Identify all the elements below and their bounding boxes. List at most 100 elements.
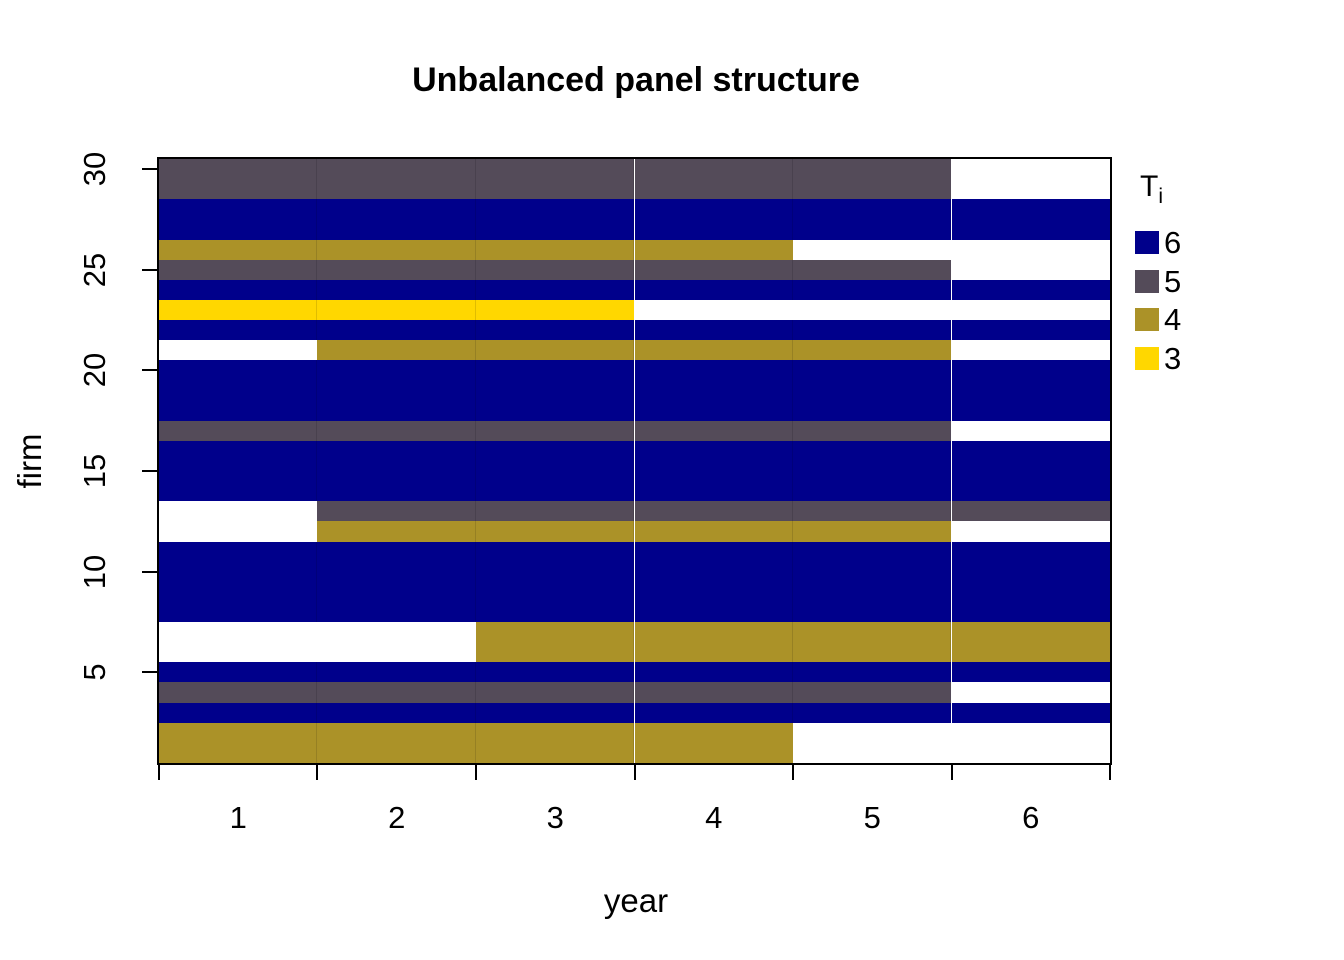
panel-cell-firm16-year1 (159, 440, 318, 461)
firm-row-18 (159, 400, 1110, 421)
panel-cell-firm27-year2 (317, 219, 476, 240)
panel-cell-firm14-year6 (951, 481, 1110, 502)
legend-label-5: 5 (1164, 263, 1182, 299)
panel-cell-firm13-year2 (317, 501, 476, 522)
panel-cell-firm5-year5 (792, 662, 952, 683)
panel-cell-firm28-year4 (634, 199, 793, 220)
panel-cell-firm28-year1 (159, 199, 318, 220)
panel-cell-firm16-year4 (634, 440, 793, 461)
panel-cell-firm3-year1 (159, 702, 318, 723)
panel-cell-firm9-year5 (792, 581, 952, 602)
firm-row-7 (159, 622, 1110, 643)
panel-cell-firm22-year1 (159, 320, 318, 341)
chart-title: Unbalanced panel structure (412, 61, 860, 99)
panel-cell-firm27-year3 (475, 219, 635, 240)
panel-cell-firm14-year3 (475, 481, 635, 502)
panel-cell-firm15-year3 (475, 461, 635, 482)
panel-cell-firm9-year3 (475, 581, 635, 602)
panel-cell-firm29-year3 (475, 179, 635, 200)
panel-cell-firm22-year3 (475, 320, 635, 341)
panel-cell-firm1-year4 (634, 742, 793, 763)
panel-cell-firm29-year2 (317, 179, 476, 200)
x-tick-mark (474, 764, 477, 780)
y-tick-mark (142, 168, 158, 171)
panel-cell-firm20-year2 (317, 360, 476, 381)
firm-row-11 (159, 541, 1110, 562)
panel-cell-firm13-year3 (475, 501, 635, 522)
panel-cell-firm27-year5 (792, 219, 952, 240)
panel-cell-firm11-year2 (317, 541, 476, 562)
y-tick-mark (142, 570, 158, 573)
panel-cell-firm10-year4 (634, 561, 793, 582)
panel-cell-firm16-year3 (475, 440, 635, 461)
panel-cell-firm16-year5 (792, 440, 952, 461)
panel-cell-firm17-year3 (475, 420, 635, 441)
panel-cell-firm28-year6 (951, 199, 1110, 220)
firm-row-22 (159, 320, 1110, 341)
panel-cell-firm7-year4 (634, 622, 793, 643)
panel-cell-firm24-year6 (951, 279, 1110, 300)
panel-cell-firm19-year6 (951, 380, 1110, 401)
firm-row-5 (159, 662, 1110, 683)
y-tick-label-25: 25 (77, 252, 112, 287)
legend-label-4: 4 (1164, 302, 1182, 337)
panel-cell-firm8-year6 (951, 601, 1110, 623)
panel-cell-firm29-year1 (159, 179, 318, 200)
panel-cell-firm26-year1 (159, 239, 318, 260)
firm-row-10 (159, 561, 1110, 582)
panel-cell-firm15-year5 (792, 461, 952, 482)
y-tick-label-5: 5 (77, 663, 112, 682)
panel-cell-firm14-year1 (159, 481, 318, 502)
x-tick-label-4: 4 (705, 800, 723, 835)
panel-cell-firm28-year2 (317, 199, 476, 220)
panel-cell-firm8-year1 (159, 601, 318, 623)
panel-cell-firm25-year4 (634, 259, 793, 280)
panel-cell-firm2-year4 (634, 722, 793, 743)
y-axis-ticks (142, 159, 158, 763)
panel-cell-firm22-year2 (317, 320, 476, 341)
panel-cell-firm20-year4 (634, 360, 793, 381)
firm-row-25 (159, 259, 1110, 280)
panel-cell-firm6-year3 (475, 642, 635, 663)
panel-cell-firm11-year1 (159, 541, 318, 562)
panel-cell-firm24-year4 (634, 279, 793, 300)
panel-cell-firm17-year1 (159, 420, 318, 441)
panel-cell-firm19-year2 (317, 380, 476, 401)
firm-row-1 (159, 742, 1110, 763)
panel-cell-firm19-year5 (792, 380, 952, 401)
panel-cell-firm24-year2 (317, 279, 476, 300)
firm-row-24 (159, 279, 1110, 300)
panel-cell-firm7-year6 (951, 622, 1110, 643)
panel-cell-firm30-year4 (634, 159, 793, 180)
panel-cell-firm24-year3 (475, 279, 635, 300)
x-tick-mark (633, 764, 636, 780)
y-tick-mark (142, 470, 158, 473)
panel-cell-firm11-year6 (951, 541, 1110, 562)
panel-cell-firm13-year6 (951, 501, 1110, 522)
panel-cell-firm25-year1 (159, 259, 318, 280)
firm-row-12 (159, 521, 1110, 542)
panel-cell-firm21-year4 (634, 340, 793, 361)
panel-cell-firm24-year5 (792, 279, 952, 300)
firm-row-29 (159, 179, 1110, 200)
panel-cell-firm4-year4 (634, 682, 793, 703)
panel-cell-firm27-year4 (634, 219, 793, 240)
panel-cell-firm8-year4 (634, 601, 793, 623)
x-axis-title: year (603, 882, 669, 919)
panel-cell-firm4-year2 (317, 682, 476, 703)
panel-cell-firm9-year6 (951, 581, 1110, 602)
panel-cell-firm4-year1 (159, 682, 318, 703)
panel-cell-firm10-year2 (317, 561, 476, 582)
firm-row-3 (159, 702, 1110, 723)
panel-cell-firm18-year3 (475, 400, 635, 421)
y-tick-label-30: 30 (77, 151, 112, 187)
x-tick-mark (158, 764, 160, 780)
panel-cell-firm12-year3 (475, 521, 635, 542)
x-tick-label-1: 1 (229, 800, 247, 835)
panel-cell-firm26-year2 (317, 239, 476, 260)
panel-cell-firm10-year6 (951, 561, 1110, 582)
firm-row-8 (159, 601, 1110, 623)
legend-item-3: 3 (1135, 343, 1181, 374)
panel-cell-firm17-year4 (634, 420, 793, 441)
panel-cell-firm18-year6 (951, 400, 1110, 421)
